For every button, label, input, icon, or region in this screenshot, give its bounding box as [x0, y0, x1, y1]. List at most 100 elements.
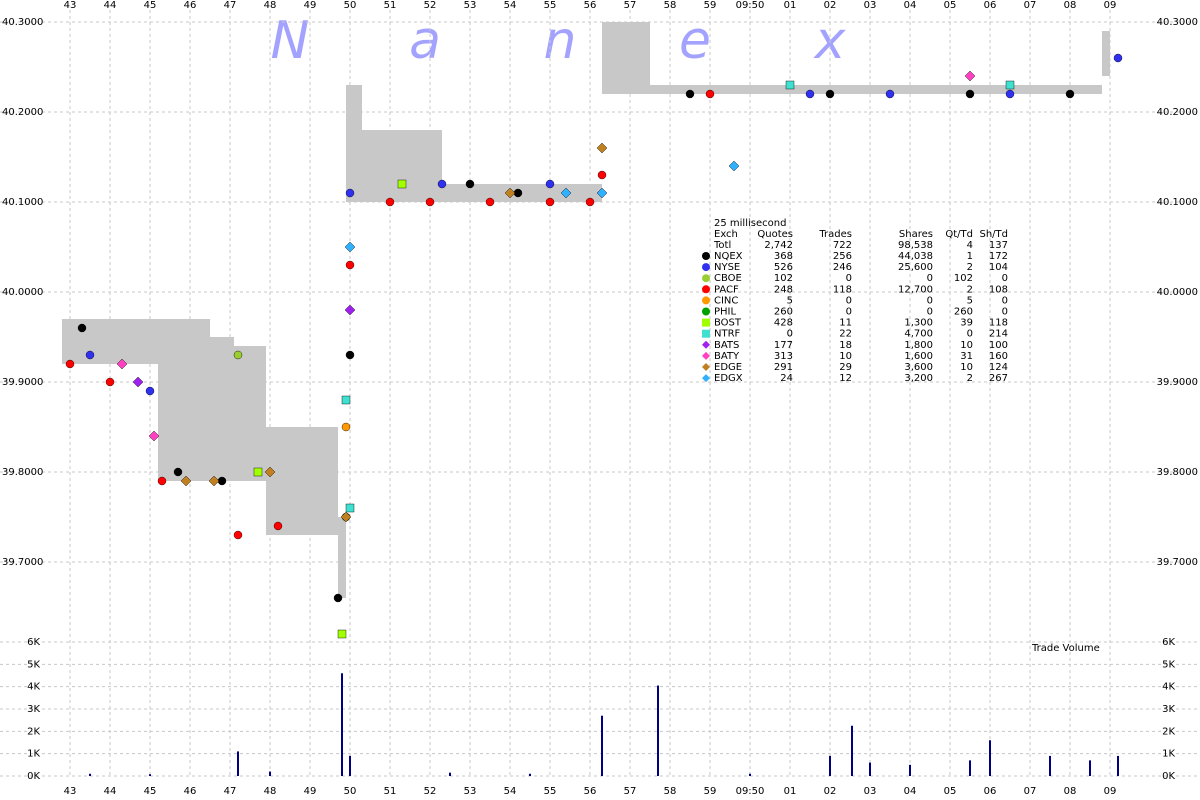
trade-marker [337, 629, 347, 639]
legend-stat: 260 [954, 307, 973, 318]
legend-header: Exch [714, 229, 738, 240]
legend-stat: 0 [967, 329, 973, 340]
x-tick-label: 58 [664, 0, 677, 11]
trade-marker [145, 386, 155, 396]
x-tick-label: 59 [704, 0, 717, 11]
x-tick-label: 44 [104, 786, 117, 797]
x-tick-label: 01 [784, 786, 797, 797]
x-tick-label: 59 [704, 786, 717, 797]
y-tick-label: 40.3000 [2, 17, 43, 28]
y-tick-label: 39.7000 [2, 557, 43, 568]
trade-marker [341, 422, 351, 432]
legend-name: EDGE [714, 362, 742, 373]
trade-marker [85, 350, 95, 360]
x-tick-label: 53 [464, 786, 477, 797]
trade-marker [385, 197, 395, 207]
x-tick-label: 47 [224, 786, 237, 797]
legend-stat: 3,200 [904, 373, 933, 384]
legend-stat: 428 [774, 318, 793, 329]
y-tick-label: 40.0000 [1157, 287, 1198, 298]
nbbo-spread [602, 22, 650, 94]
volume-tick-label: 1K [27, 749, 40, 760]
volume-tick-label: 6K [27, 637, 40, 648]
legend-stat: 118 [989, 318, 1008, 329]
legend-total: 98,538 [898, 240, 933, 251]
x-tick-label: 02 [824, 0, 837, 11]
legend-total: 2,742 [764, 240, 793, 251]
nbbo-spread [650, 85, 1102, 94]
legend-stat: 172 [989, 251, 1008, 262]
x-tick-label: 08 [1064, 786, 1077, 797]
legend-marker [702, 374, 710, 383]
y-tick-label: 39.9000 [1157, 377, 1198, 388]
legend-title: 25 millisecond [714, 218, 786, 229]
trade-marker [964, 70, 976, 82]
legend-stat: 124 [989, 362, 1008, 373]
legend-stat: 10 [960, 362, 973, 373]
legend-stat: 248 [774, 284, 793, 295]
y-tick-label: 40.1000 [2, 197, 43, 208]
trade-marker [560, 187, 572, 199]
trade-marker [105, 377, 115, 387]
volume-title: Trade Volume [1031, 643, 1100, 654]
trade-marker [885, 89, 895, 99]
trade-marker [585, 197, 595, 207]
trade-marker [545, 197, 555, 207]
legend-stat: 29 [839, 362, 852, 373]
trade-marker [148, 430, 160, 442]
legend-stat: 1,600 [904, 351, 933, 362]
trade-marker [437, 179, 447, 189]
volume-tick-label: 2K [1162, 726, 1175, 737]
x-tick-label: 04 [904, 786, 917, 797]
legend-stat: 102 [774, 273, 793, 284]
legend-stat: 12,700 [898, 284, 933, 295]
legend-stat: 177 [774, 340, 793, 351]
x-tick-label: 43 [64, 786, 77, 797]
trade-marker [333, 593, 343, 603]
legend-header: Qt/Td [945, 229, 973, 240]
trade-marker [397, 179, 407, 189]
legend-marker [702, 263, 710, 272]
y-tick-label: 40.2000 [1157, 107, 1198, 118]
legend-stat: 0 [846, 273, 852, 284]
legend-header: Quotes [757, 229, 793, 240]
volume-tick-label: 4K [1162, 682, 1175, 693]
legend-header: Shares [899, 229, 933, 240]
volume-tick-label: 3K [27, 704, 40, 715]
legend-name: NTRF [714, 329, 741, 340]
trade-marker [1065, 89, 1075, 99]
legend-stat: 100 [989, 340, 1008, 351]
x-tick-label: 07 [1024, 0, 1037, 11]
legend-stat: 2 [967, 262, 973, 273]
trade-marker [825, 89, 835, 99]
trade-marker [253, 467, 263, 477]
legend-name: NYSE [714, 262, 740, 273]
x-tick-label: 04 [904, 0, 917, 11]
volume-tick-label: 2K [27, 726, 40, 737]
trade-marker [685, 89, 695, 99]
legend-marker [702, 307, 710, 316]
legend-stat: 1 [967, 251, 973, 262]
legend-name: EDGX [714, 373, 743, 384]
legend-header: Sh/Td [979, 229, 1008, 240]
trade-marker [1005, 89, 1015, 99]
x-tick-label: 56 [584, 786, 597, 797]
nbbo-spread [266, 427, 338, 535]
legend-stat: 214 [989, 329, 1008, 340]
trade-marker [345, 350, 355, 360]
nbbo-spread [362, 130, 442, 202]
trade-marker [344, 304, 356, 316]
legend-stat: 291 [774, 362, 793, 373]
legend-stat: 3,600 [904, 362, 933, 373]
y-tick-label: 39.8000 [1157, 467, 1198, 478]
x-tick-label: 09:50 [736, 786, 765, 797]
x-tick-label: 57 [624, 0, 637, 11]
trade-marker [132, 376, 144, 388]
trade-marker [116, 358, 128, 370]
legend-stat: 25,600 [898, 262, 933, 273]
x-tick-label: 09 [1104, 786, 1117, 797]
legend-name: BATS [714, 340, 739, 351]
x-tick-label: 49 [304, 0, 317, 11]
trade-marker [173, 467, 183, 477]
